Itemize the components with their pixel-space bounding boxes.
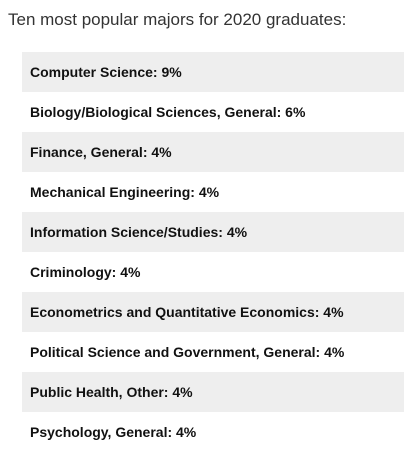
list-item: Public Health, Other: 4% xyxy=(22,372,404,412)
list-item: Computer Science: 9% xyxy=(22,52,404,92)
list-item: Mechanical Engineering: 4% xyxy=(30,184,220,200)
list-item: Econometrics and Quantitative Economics:… xyxy=(22,292,404,332)
list-item: Psychology, General: 4% xyxy=(30,424,197,440)
list-item: Political Science and Government, Genera… xyxy=(30,344,345,360)
list-item: Biology/Biological Sciences, General: 6% xyxy=(30,104,306,120)
popular-majors-list: Computer Science: 9% Biology/Biological … xyxy=(22,52,404,452)
list-item: Criminology: 4% xyxy=(30,264,141,280)
list-heading: Ten most popular majors for 2020 graduat… xyxy=(8,10,347,29)
list-item: Information Science/Studies: 4% xyxy=(22,212,404,252)
list-item: Finance, General: 4% xyxy=(22,132,404,172)
